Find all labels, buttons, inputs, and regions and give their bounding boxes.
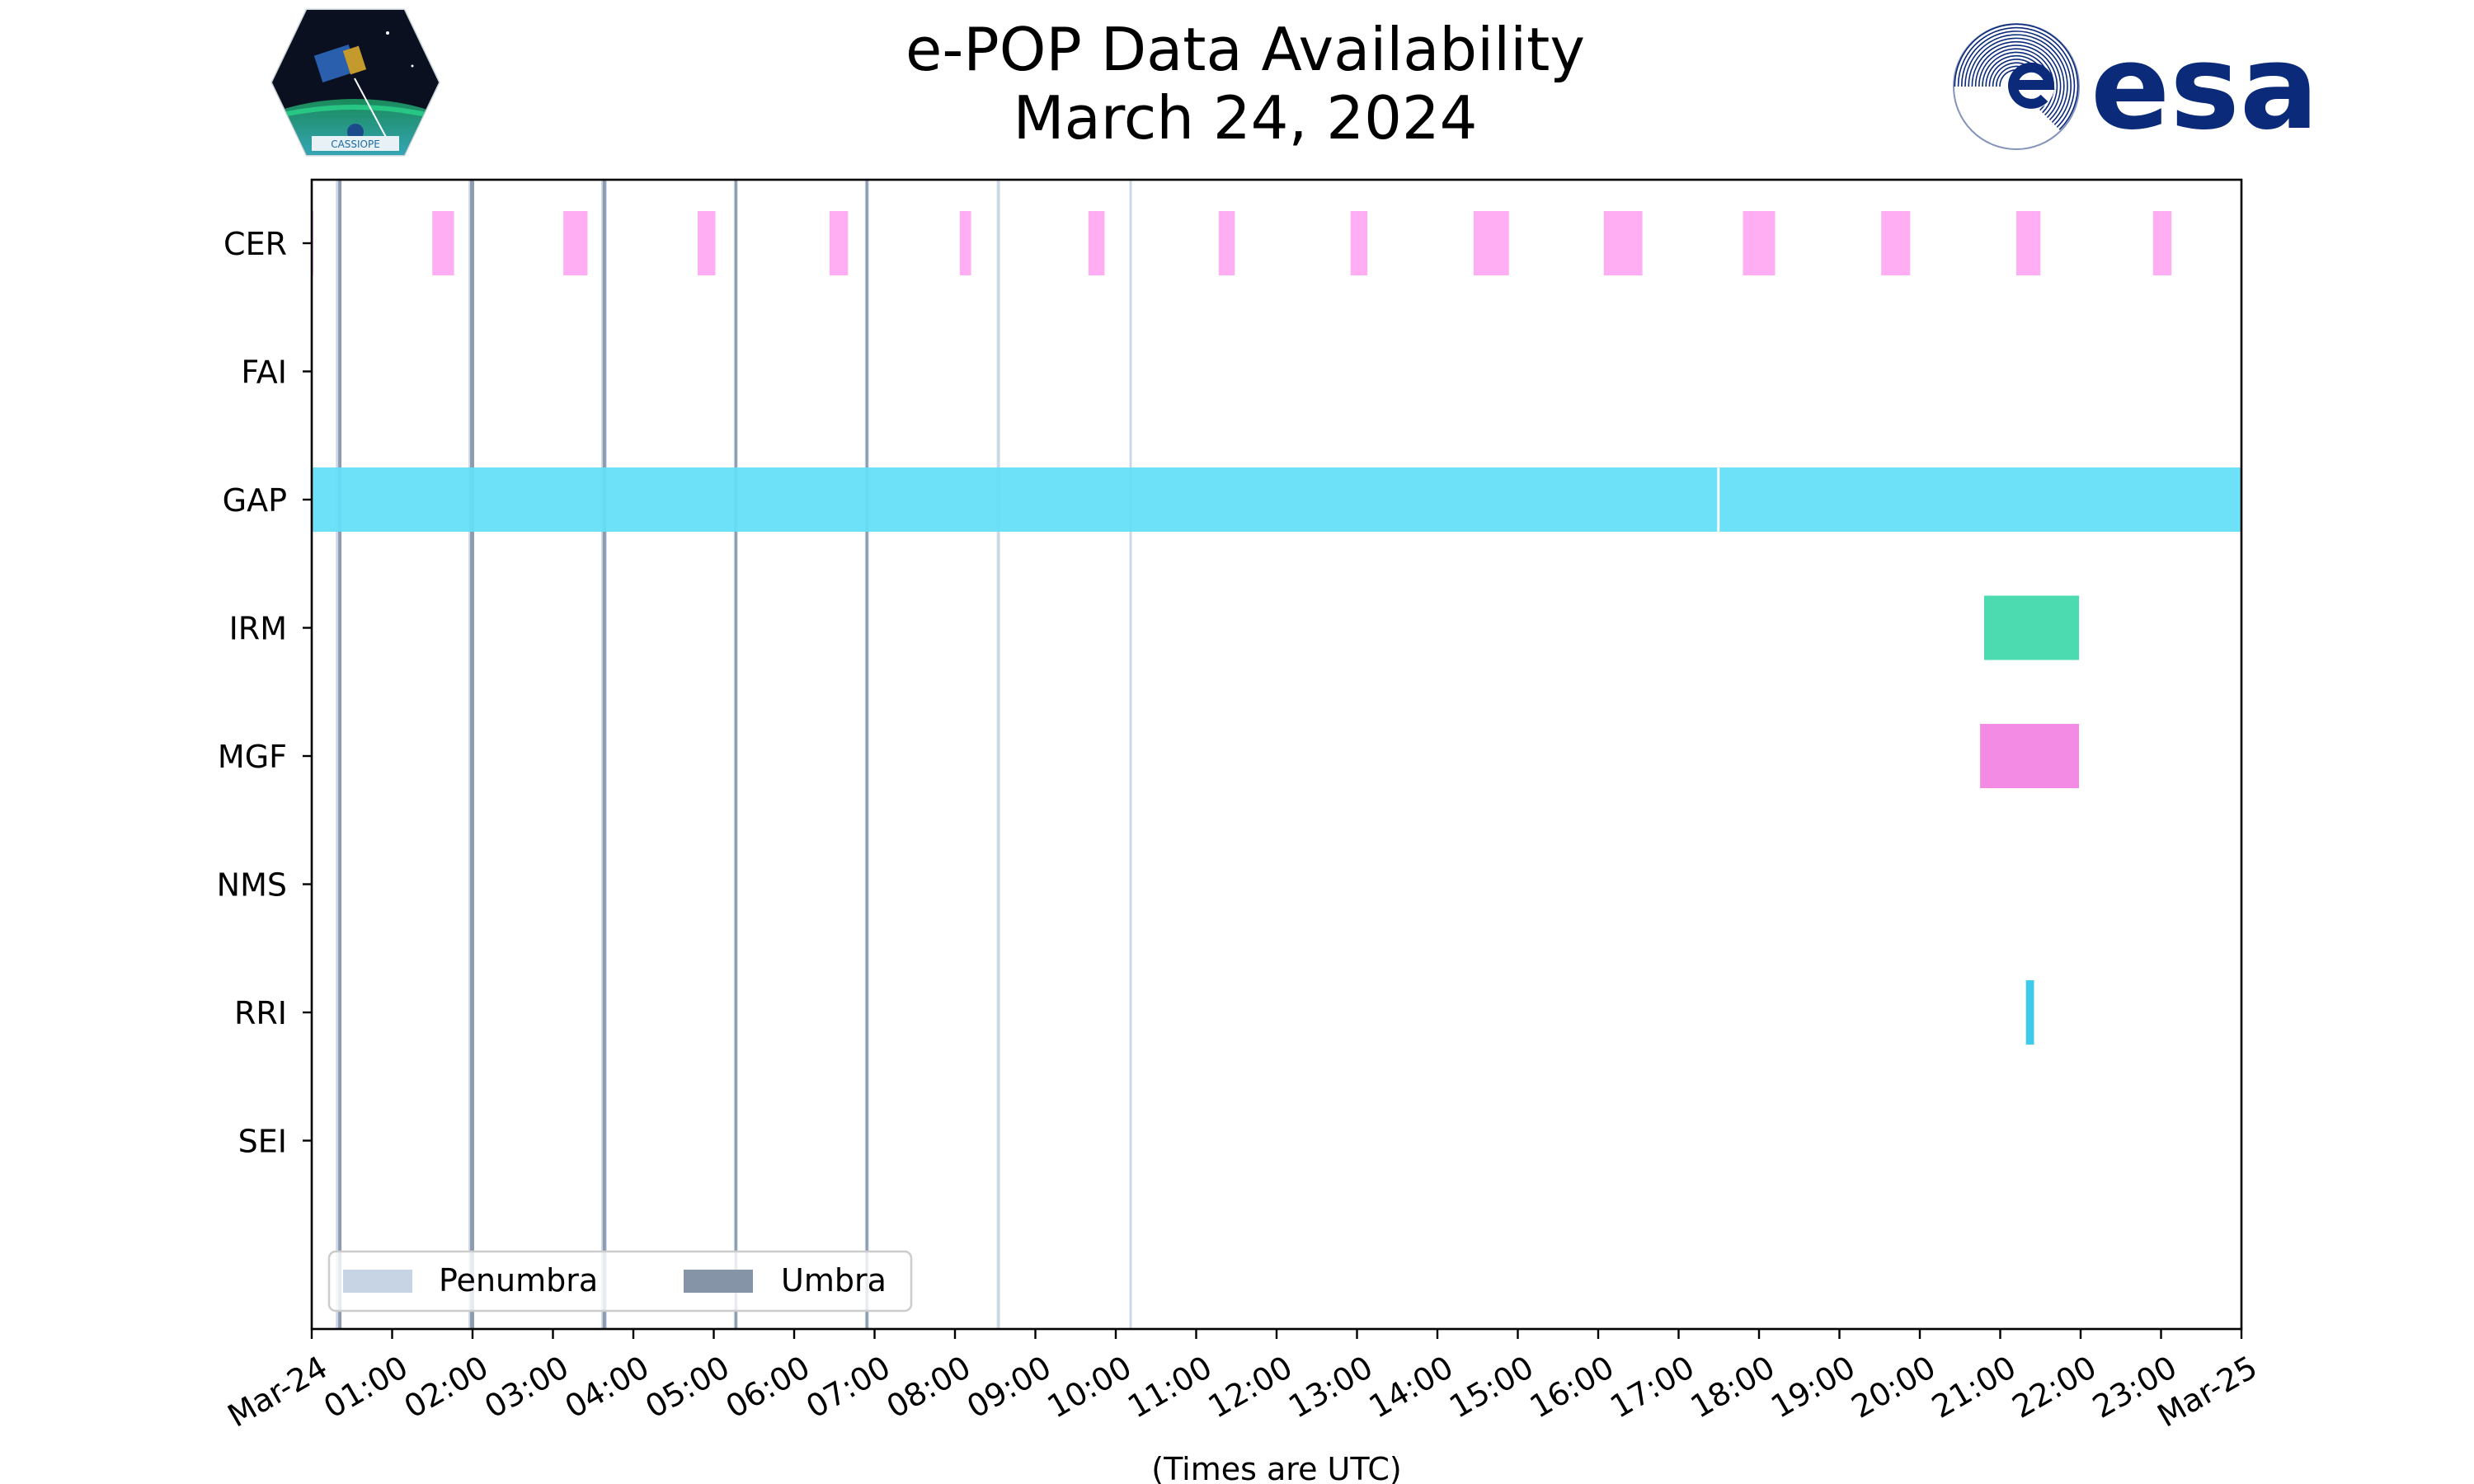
umbra-band-1 [470,180,474,1329]
bar-cer-12 [1881,211,1911,275]
bar-cer-3 [698,211,716,275]
y-tick-label-fai: FAI [241,355,287,391]
y-tick-label-gap: GAP [223,482,287,519]
bar-cer-7 [1218,211,1235,275]
x-tick-label-6: 06:00 [720,1349,816,1425]
x-tick-label-17: 17:00 [1604,1349,1700,1425]
x-tick-label-4: 04:00 [559,1349,656,1425]
x-axis: Mar-2401:0002:0003:0004:0005:0006:0007:0… [222,1329,2264,1435]
esa-logo-icon: esa [1953,20,2319,156]
legend: Penumbra Umbra [327,1250,913,1313]
x-tick-label-21: 21:00 [1926,1349,2022,1425]
availability-bars [312,211,2241,1045]
bar-cer-9 [1473,211,1509,275]
bar-gap-0 [312,467,1718,532]
x-tick-label-5: 05:00 [639,1349,736,1425]
bar-mgf-0 [1980,724,2080,788]
x-tick-label-15: 15:00 [1443,1349,1540,1425]
x-tick-label-16: 16:00 [1524,1349,1620,1425]
eclipse-bands [336,180,1132,1329]
y-tick-label-rri: RRI [234,995,287,1031]
x-tick-label-14: 14:00 [1363,1349,1460,1425]
x-tick-label-7: 07:00 [800,1349,896,1425]
chart-title-line2: March 24, 2024 [1014,83,1478,153]
penumbra-band-6 [1129,180,1132,1329]
bar-cer-6 [1088,211,1105,275]
x-tick-label-13: 13:00 [1282,1349,1379,1425]
y-tick-label-irm: IRM [229,611,287,647]
bar-cer-14 [2152,211,2172,275]
bar-cer-10 [1603,211,1643,275]
x-tick-label-2: 02:00 [398,1349,495,1425]
y-tick-label-mgf: MGF [218,739,287,775]
umbra-band-4 [865,180,868,1329]
bar-cer-11 [1743,211,1776,275]
x-tick-label-22: 22:00 [2006,1349,2103,1425]
bar-irm-0 [1984,595,2080,660]
x-tick-label-12: 12:00 [1202,1349,1299,1425]
legend-swatch-umbra [684,1270,753,1293]
y-tick-label-nms: NMS [217,867,287,904]
x-axis-label: (Times are UTC) [1151,1451,1401,1484]
cassiope-patch-icon: CASSIOPE [270,8,440,157]
legend-box [327,1250,913,1313]
bar-cer-8 [1350,211,1368,275]
cassiope-logo-text: CASSIOPE [331,139,380,150]
umbra-band-2 [602,180,606,1329]
legend-label-umbra: Umbra [781,1262,887,1298]
x-tick-label-8: 08:00 [881,1349,977,1425]
y-tick-label-sei: SEI [238,1124,287,1160]
esa-logo-text: esa [2091,20,2319,156]
bar-gap-1 [1719,467,2241,532]
legend-swatch-penumbra [343,1270,412,1293]
bar-cer-4 [829,211,849,275]
x-tick-label-1: 01:00 [317,1349,414,1425]
x-tick-label-9: 09:00 [961,1349,1057,1425]
bar-cer-2 [563,211,588,275]
x-tick-label-3: 03:00 [478,1349,575,1425]
legend-label-penumbra: Penumbra [439,1262,598,1298]
x-tick-label-19: 19:00 [1765,1349,1861,1425]
x-tick-label-0: Mar-24 [222,1349,334,1435]
x-tick-label-11: 11:00 [1122,1349,1218,1425]
bar-cer-1 [432,211,454,275]
x-tick-label-18: 18:00 [1685,1349,1781,1425]
chart-title-line1: e-POP Data Availability [905,15,1585,84]
penumbra-band-5 [996,180,1000,1329]
y-tick-label-cer: CER [223,226,287,262]
bar-rri-0 [2025,980,2034,1045]
umbra-band-0 [338,180,342,1329]
x-tick-label-20: 20:00 [1846,1349,1942,1425]
x-tick-label-10: 10:00 [1042,1349,1138,1425]
y-axis: CER FAI GAP IRM MGF NMS RRI SEI [217,226,312,1160]
umbra-band-3 [734,180,737,1329]
bar-cer-13 [2016,211,2041,275]
bar-cer-5 [959,211,971,275]
